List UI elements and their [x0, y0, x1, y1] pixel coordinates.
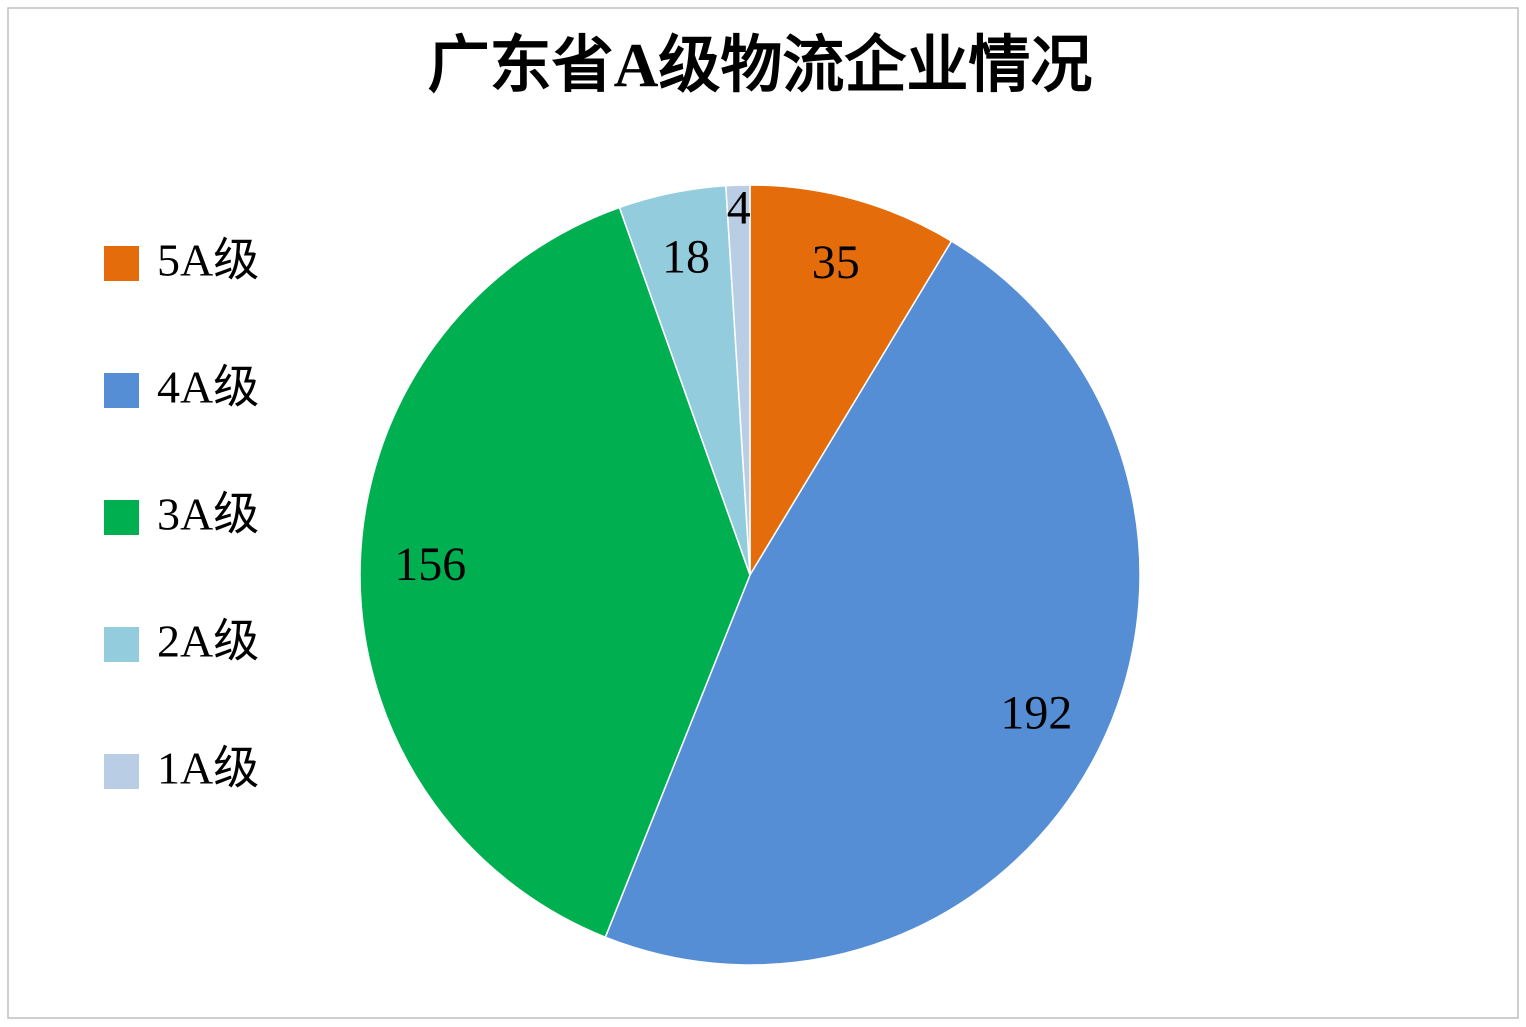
legend-label: 2A级 [157, 616, 259, 667]
legend-label: 3A级 [157, 489, 259, 540]
data-label: 18 [662, 231, 710, 284]
legend-swatch [104, 627, 139, 662]
chart-title: 广东省A级物流企业情况 [428, 31, 1093, 100]
data-label: 192 [1000, 686, 1072, 739]
legend-swatch [104, 246, 139, 281]
legend-swatch [104, 754, 139, 789]
legend-label: 4A级 [157, 362, 259, 413]
pie-slice [359, 206, 751, 939]
legend-swatch [104, 373, 139, 408]
legend-label: 1A级 [157, 743, 259, 794]
pie-slice [725, 184, 751, 576]
data-label: 35 [812, 236, 860, 289]
data-label: 156 [394, 538, 466, 591]
legend-label: 5A级 [157, 235, 259, 286]
pie-slice [749, 184, 953, 578]
pie-slice [604, 240, 1141, 966]
data-label: 4 [727, 181, 751, 234]
legend-swatch [104, 500, 139, 535]
